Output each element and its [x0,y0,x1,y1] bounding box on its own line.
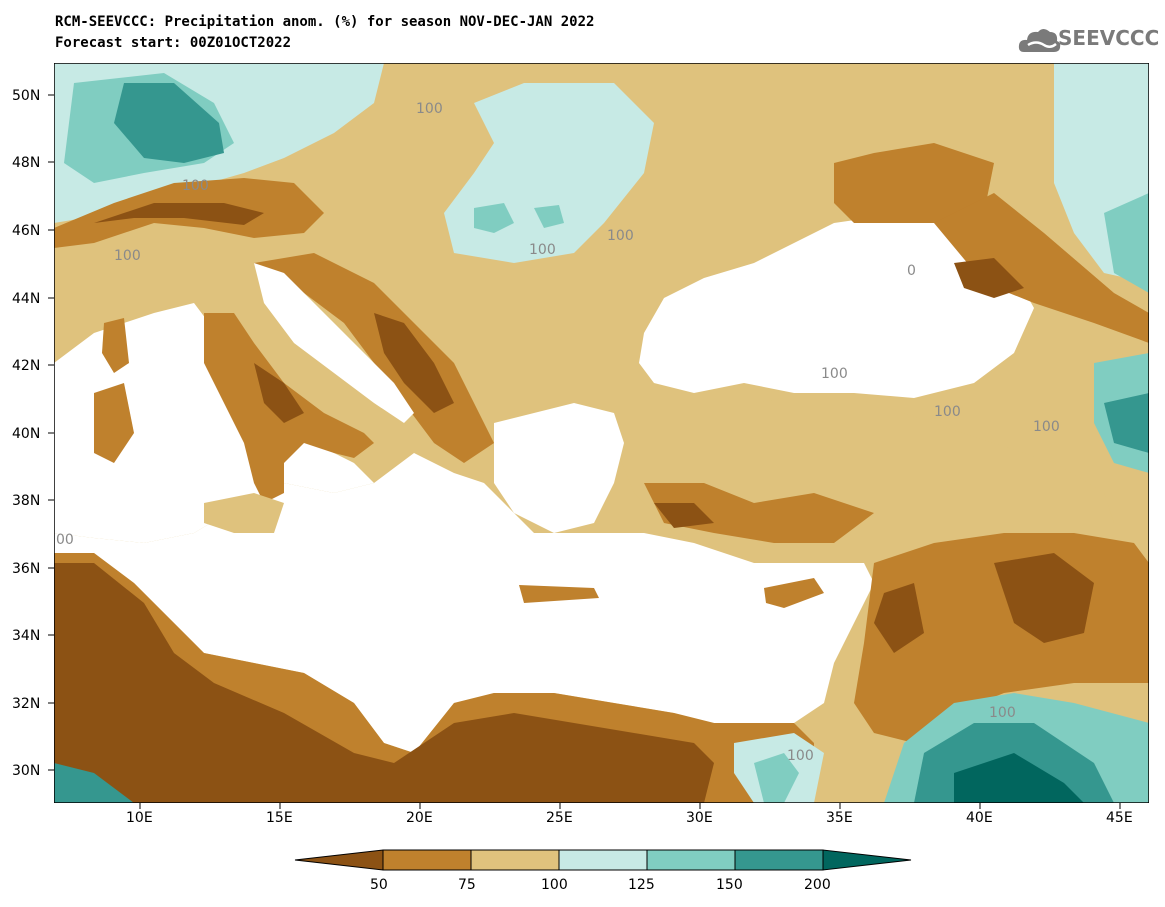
cyprus [764,578,824,608]
precipitation-anomaly-map: 100 100 100 100 100 100 100 100 100 100 … [54,63,1149,803]
lat-tick: 50N [12,88,40,104]
lon-tick: 40E [966,810,993,826]
contour-label: 100 [182,178,209,194]
wet-core-romania [534,205,564,228]
contour-label: 100 [114,248,141,264]
colorbar-tick: 200 [804,877,831,893]
lat-tick: 38N [12,493,40,509]
syria-very-dry [994,553,1094,643]
lat-tick: 30N [12,763,40,779]
lat-tick: 46N [12,223,40,239]
contour-label: 100 [821,366,848,382]
colorbar-segment [558,849,648,871]
colorbar-tick: 125 [628,877,655,893]
colorbar-tick: 100 [541,877,568,893]
colorbar-ticks: 50 75 100 125 150 200 [370,877,831,893]
lat-tick: 44N [12,291,40,307]
very-dry-balkans [374,313,454,413]
lon-tick: 45E [1106,810,1133,826]
contour-label: 100 [529,242,556,258]
sardinia [94,383,134,463]
dry-band-ukraine-north [834,143,994,223]
italy-core [254,363,304,423]
wet-core-east [1104,193,1149,293]
black-sea [639,203,1034,398]
aegean-sea [494,403,624,533]
crete [519,585,599,603]
lat-tick: 48N [12,155,40,171]
tunisia-wet [54,763,134,803]
lon-tick: 35E [826,810,853,826]
colorbar-segment [294,849,384,871]
colorbar-segment [734,849,824,871]
very-dry-caucasus [954,258,1024,298]
contour-label: 100 [934,404,961,420]
contour-label: 100 [607,228,634,244]
longitude-tick-marks [139,803,1121,809]
lat-tick: 32N [12,696,40,712]
lon-tick: 15E [266,810,293,826]
contour-label: 100 [787,748,814,764]
colorbar: 50 75 100 125 150 200 [294,849,912,893]
arabia-extreme-wet [954,753,1084,803]
colorbar-segment [470,849,560,871]
dry-band-caucasus [934,193,1149,343]
colorbar-segment [382,849,472,871]
dry-core-anatolia [644,483,874,543]
contour-label: 00 [56,532,74,548]
very-dry-anatolia [654,503,714,528]
lon-tick: 30E [686,810,713,826]
colorbar-tick: 150 [716,877,743,893]
colorbar-segment [822,849,912,871]
very-dry-alps [94,203,264,225]
wet-core-hungary [474,203,514,233]
colorbar-segment [646,849,736,871]
lat-tick: 34N [12,628,40,644]
contour-label: 100 [1033,419,1060,435]
forecast-start-label: Forecast start: 00Z01OCT2022 [55,35,292,51]
libya-very-dry [54,563,714,803]
map-title: RCM-SEEVCCC: Precipitation anom. (%) for… [55,14,595,30]
lat-tick: 36N [12,561,40,577]
lon-tick: 20E [406,810,433,826]
east-turkey-very-wet [1104,393,1149,453]
adriatic-sea [254,263,414,423]
lon-tick: 25E [546,810,573,826]
cloud-icon [1018,29,1061,52]
colorbar-tick: 75 [458,877,476,893]
corsica [102,318,129,373]
sicily [204,493,284,533]
lat-tick: 42N [12,358,40,374]
sinai-wet-core [754,753,799,803]
colorbar-segments [294,849,912,871]
lebanon-very-dry [874,583,924,653]
longitude-ticks: 10E 15E 20E 25E 30E 35E 40E 45E [126,810,1133,826]
latitude-ticks: 50N 48N 46N 44N 42N 40N 38N 36N 34N 32N … [12,88,40,779]
contour-label: 100 [416,101,443,117]
lon-tick: 10E [126,810,153,826]
contour-label: 100 [989,705,1016,721]
logo-text: SEEVCCC [1058,26,1160,50]
colorbar-tick: 50 [370,877,388,893]
tyrrhenian-sea [54,303,374,543]
lat-tick: 40N [12,426,40,442]
very-wet-germany [114,83,224,163]
contour-label: 0 [907,263,916,279]
